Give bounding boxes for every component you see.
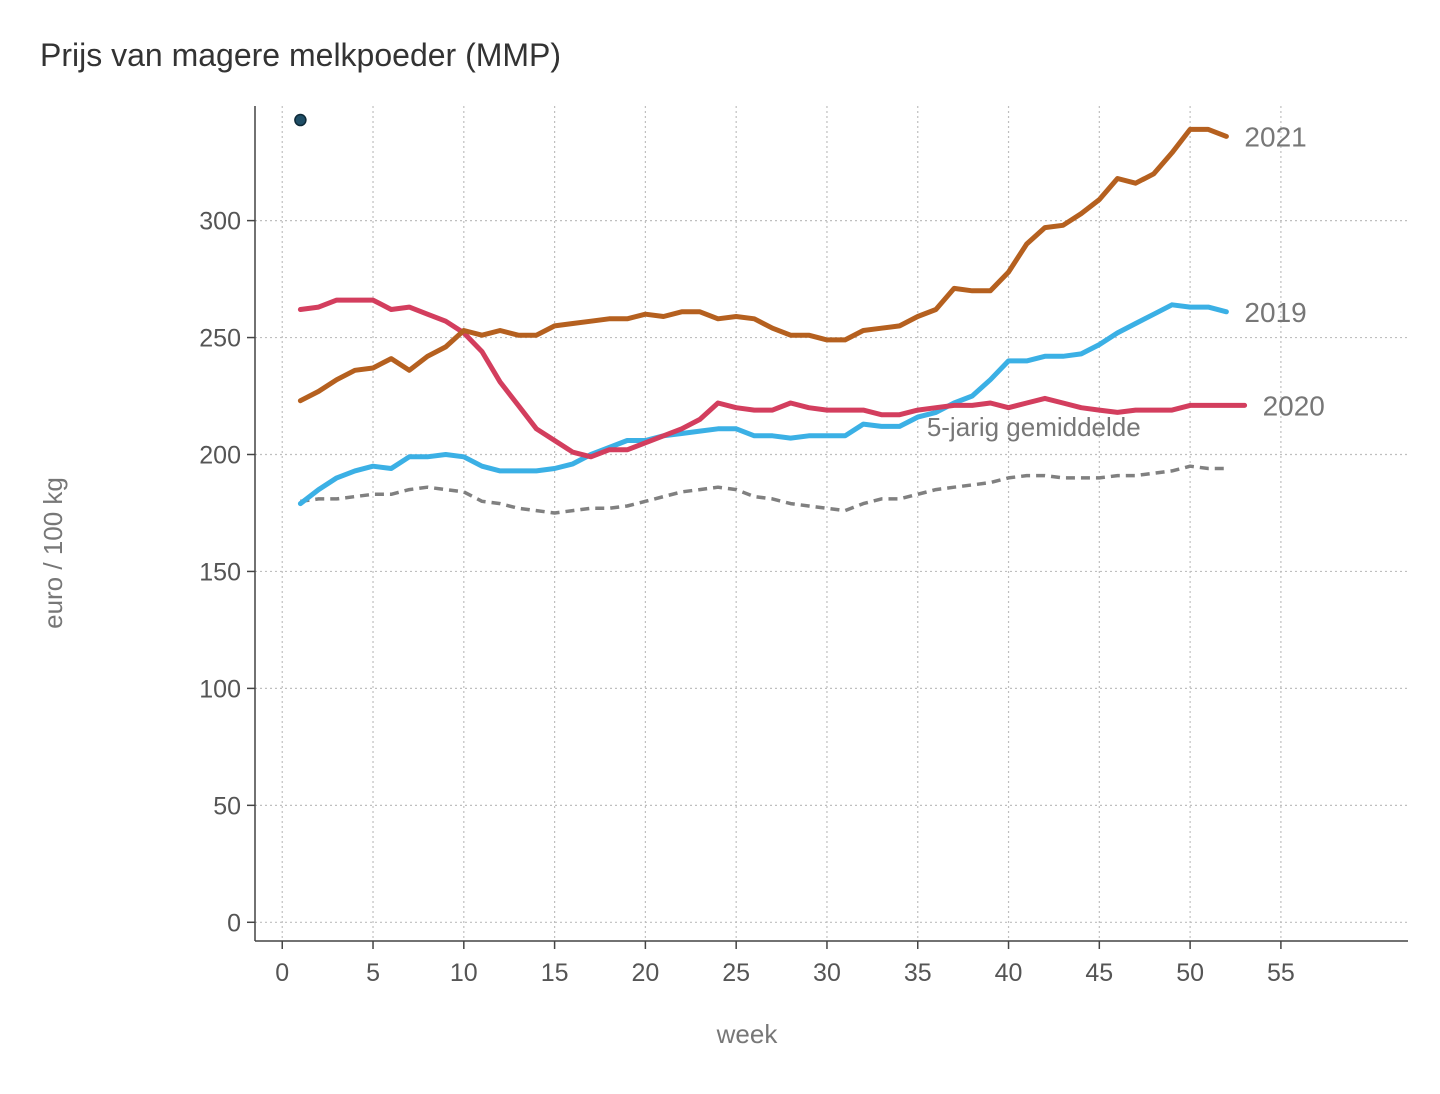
y-axis-label: euro / 100 kg	[38, 477, 68, 629]
x-axis-label: week	[716, 1019, 779, 1049]
x-tick-label: 25	[722, 959, 750, 987]
x-tick-label: 30	[813, 959, 841, 987]
tick-labels: 0 5 10 15 20 25 30 35 40 45 50 55 0 50 100 150 200 250 300	[199, 208, 1295, 987]
x-tick-label: 5	[366, 959, 380, 987]
y-tick-label: 200	[199, 442, 241, 470]
series-lines	[294, 113, 1248, 515]
x-tick-label: 0	[275, 959, 289, 987]
series-label-2021: 2021	[1244, 121, 1306, 152]
x-tick-label: 20	[631, 959, 659, 987]
y-tick-label: 100	[199, 675, 241, 703]
series-label-2020: 2020	[1263, 390, 1325, 421]
series-labels: 2019 2020 2021	[1244, 121, 1324, 421]
axes	[254, 106, 1408, 942]
x-tick-label: 45	[1085, 959, 1113, 987]
chart-title: Prijs van magere melkpoeder (MMP)	[40, 37, 561, 73]
average-annotation: 5-jarig gemiddelde	[927, 412, 1141, 442]
y-tick-label: 300	[199, 208, 241, 236]
x-tick-label: 10	[450, 959, 478, 987]
marker-dot	[294, 113, 307, 127]
y-tick-label: 50	[213, 792, 241, 820]
x-tick-label: 35	[904, 959, 932, 987]
series-label-2019: 2019	[1244, 297, 1306, 328]
x-tick-label: 50	[1176, 959, 1204, 987]
y-tick-label: 0	[227, 909, 241, 937]
gridlines	[255, 106, 1408, 941]
x-tick-label: 15	[541, 959, 569, 987]
y-tick-label: 150	[199, 558, 241, 586]
y-tick-label: 250	[199, 325, 241, 353]
series-line-2019	[297, 302, 1229, 507]
series-line-5-jarig-gemiddelde	[300, 464, 1227, 515]
series-line-2020	[297, 297, 1248, 460]
x-tick-label: 55	[1267, 959, 1295, 987]
x-tick-label: 40	[995, 959, 1023, 987]
series-line-2021	[297, 126, 1229, 404]
